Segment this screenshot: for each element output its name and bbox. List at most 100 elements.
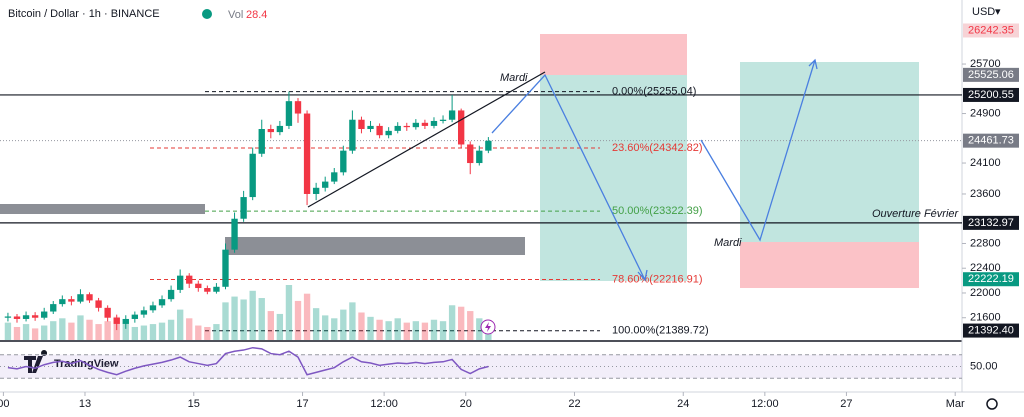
- candle-body: [285, 101, 293, 126]
- volume-bar: [267, 311, 274, 340]
- y-tick-label: 21600: [970, 312, 1001, 324]
- volume-bar: [77, 315, 84, 340]
- volume-bar: [430, 319, 438, 340]
- volume-bar: [186, 318, 193, 340]
- currency-menu-icon[interactable]: ▾: [995, 6, 1001, 18]
- candle-body: [322, 181, 329, 188]
- volume-bar: [322, 315, 329, 340]
- candle-body: [467, 144, 474, 164]
- candle-body: [412, 122, 420, 128]
- chart-title: Bitcoin / Dollar · 1h · BINANCE: [8, 8, 160, 20]
- candle-body: [195, 283, 202, 289]
- settings-icon[interactable]: [986, 398, 998, 410]
- volume-bar: [294, 300, 302, 340]
- volume-bar: [467, 311, 474, 340]
- price-label: 26242.35: [968, 24, 1014, 36]
- volume-bar: [31, 328, 39, 340]
- zone: [0, 204, 205, 214]
- fib-label: 100.00%(21389.72): [612, 325, 709, 337]
- arrow-path: [700, 59, 816, 242]
- candle-body: [13, 316, 21, 319]
- candle-body: [485, 140, 492, 151]
- volume-bar: [421, 322, 429, 340]
- candle-body: [95, 300, 102, 308]
- volume-bar: [222, 302, 229, 340]
- candle-body: [77, 294, 84, 302]
- price-label: 24461.73: [968, 135, 1014, 147]
- annotation: Mardi: [714, 237, 742, 249]
- volume-bar: [403, 322, 410, 340]
- volume-bar: [331, 318, 338, 340]
- candle-body: [312, 187, 320, 194]
- volume-value: 28.4: [246, 9, 267, 21]
- candle-body: [258, 129, 265, 154]
- candle-body: [367, 125, 374, 130]
- position-target: [540, 75, 687, 281]
- candle-body: [421, 122, 429, 126]
- volume-bar: [358, 312, 365, 340]
- volume-bar: [476, 318, 483, 340]
- candle-body: [204, 288, 211, 292]
- position-target: [740, 62, 919, 242]
- volume-bar: [448, 305, 456, 340]
- volume-bar: [167, 319, 175, 340]
- candle-body: [358, 119, 365, 130]
- candle-body: [59, 299, 66, 305]
- trend-line: [307, 71, 546, 208]
- annotation: Mardi: [500, 72, 528, 84]
- rsi-tick-label: 50.00: [970, 360, 998, 372]
- candle-body: [131, 314, 139, 319]
- candle-body: [303, 113, 311, 194]
- rsi-line: [7, 346, 489, 376]
- x-tick-label: 12:00: [751, 398, 779, 410]
- volume-bar: [439, 321, 447, 340]
- x-tick-label: 17: [296, 398, 308, 410]
- candle-body: [68, 299, 75, 302]
- volume-bar: [394, 318, 401, 340]
- position-stop: [740, 242, 919, 288]
- candle-body: [222, 249, 229, 287]
- y-tick-label: 22000: [970, 287, 1001, 299]
- volume-bar: [41, 325, 48, 340]
- status-dot: [202, 9, 212, 19]
- volume-bar: [240, 299, 247, 340]
- candle-body: [457, 110, 465, 145]
- x-tick-label: 27: [840, 398, 852, 410]
- candle-body: [167, 289, 175, 300]
- candle-body: [149, 305, 157, 311]
- volume-bar: [122, 322, 129, 340]
- volume-bar: [285, 285, 293, 340]
- event-icon-bolt: [485, 322, 491, 332]
- y-tick-label: 22800: [970, 237, 1001, 249]
- volume-bar: [385, 321, 392, 340]
- volume-bar: [131, 326, 139, 340]
- volume-bar: [303, 293, 311, 340]
- volume-label: Vol: [228, 9, 243, 21]
- y-tick-label: 23600: [970, 188, 1001, 200]
- x-tick-label: 12:00: [370, 398, 398, 410]
- volume-bar: [276, 313, 284, 340]
- currency[interactable]: USD: [972, 6, 995, 18]
- candle-body: [86, 294, 93, 301]
- volume-bar: [13, 326, 21, 340]
- volume-bar: [312, 308, 320, 340]
- candle-body: [50, 304, 57, 312]
- volume-bar: [95, 324, 102, 340]
- price-label: 25525.06: [968, 69, 1014, 81]
- price-label: 23132.97: [968, 217, 1014, 229]
- fib-label: 0.00%(25255.04): [612, 85, 696, 97]
- arrow-head: [637, 269, 648, 282]
- volume-bar: [376, 319, 383, 340]
- volume-bar: [22, 324, 30, 340]
- y-tick-label: 25700: [970, 58, 1001, 70]
- candle-body: [294, 101, 302, 114]
- candle-body: [104, 307, 111, 318]
- candle-body: [4, 316, 12, 318]
- zone: [225, 237, 525, 255]
- position-stop: [540, 34, 687, 75]
- candle-body: [22, 315, 30, 319]
- x-tick-label: 22: [568, 398, 580, 410]
- volume-bar: [258, 298, 265, 340]
- price-label-box: [963, 87, 1019, 102]
- fib-label: 50.00%(23322.39): [612, 205, 703, 217]
